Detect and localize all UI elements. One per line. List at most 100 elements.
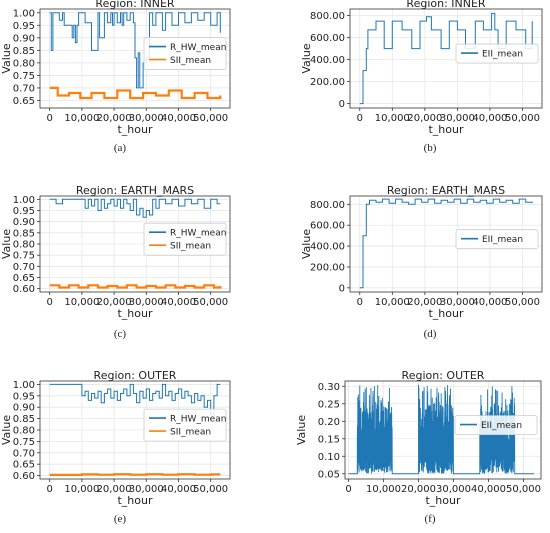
panel-3-series-eii-mean	[359, 198, 533, 289]
panel-0-ytick-label-4: 0.85	[13, 46, 35, 57]
panel-5-ytick-label-0: 0.05	[318, 469, 340, 480]
panel-4-ytick-label-7: 0.95	[13, 391, 35, 402]
panel-0-legend: R_HW_mean SII_mean	[143, 37, 227, 70]
panel-5-ytick-label-2: 0.15	[318, 434, 340, 445]
panel-0-legend-label-sii-mean: SII_mean	[170, 56, 211, 66]
panel-4-ylabel: Value	[0, 415, 13, 445]
panel-2-legend-label-r-hw-mean: R_HW_mean	[170, 229, 226, 239]
panel-3-xlabel: t_hour	[428, 307, 463, 320]
panel-5-ytick-label-3: 0.20	[318, 417, 340, 428]
panel-5-xtick-label-5: 50,000	[506, 484, 541, 495]
panel-0-xtick-label-4: 40,000	[161, 113, 196, 124]
panel-2-series-r-hw-mean	[49, 198, 221, 218]
panel-0-xtick-label-5: 50,000	[193, 113, 228, 124]
panel-1-legend: EII_mean	[455, 43, 539, 64]
panel-4-xtick-label-5: 50,000	[193, 484, 228, 495]
panel-4-ytick-label-8: 1.00	[13, 380, 35, 391]
panel-5-xtick-label-4: 40,000	[471, 484, 506, 495]
panel-2-xtick-label-1: 10,000	[64, 297, 99, 308]
panel-2-xtick-label-5: 50,000	[193, 297, 228, 308]
panel-1-ytick-label-1: 200.00	[310, 77, 345, 88]
panel-3-xtick-label-5: 50,000	[505, 297, 540, 308]
panel-2-ytick-label-1: 0.65	[13, 273, 35, 284]
panel-4-xtick-label-4: 40,000	[161, 484, 196, 495]
caption-a: (a)	[114, 142, 127, 154]
panel-1-xtick-label-3: 30,000	[440, 113, 475, 124]
panel-1-ytick-label-2: 400.00	[310, 55, 345, 66]
panel-0-legend-box	[143, 37, 227, 70]
panel-0-ytick-label-0: 0.65	[13, 96, 35, 107]
panel-4-ytick-label-0: 0.60	[13, 471, 35, 482]
panel-2-ytick-label-7: 0.95	[13, 206, 35, 217]
panel-2-ytick-label-8: 1.00	[13, 195, 35, 206]
panel-0-xtick-label-3: 30,000	[129, 113, 164, 124]
panel-1-xtick-label-4: 40,000	[472, 113, 507, 124]
panel-4-ytick-label-2: 0.70	[13, 448, 35, 459]
panel-4-legend-label-r-hw-mean: R_HW_mean	[170, 415, 226, 425]
panel-0-ytick-label-5: 0.90	[13, 33, 35, 44]
panel-4-ytick-label-3: 0.75	[13, 437, 35, 448]
panel-5-xtick-label-3: 30,000	[436, 484, 471, 495]
panel-3-ytick-label-2: 400.00	[310, 242, 345, 253]
panel-5-xtick-label-1: 10,000	[366, 484, 401, 495]
panel-4-ytick-label-5: 0.85	[13, 414, 35, 425]
panel-3-legend: EII_mean	[455, 229, 539, 250]
panel-1-xtick-label-5: 50,000	[505, 113, 540, 124]
panel-2-title: Region: EARTH_MARS	[76, 184, 194, 197]
panel-2-ytick-label-4: 0.80	[13, 240, 35, 251]
panel-2-xtick-label-0: 0	[46, 297, 52, 308]
panel-5-legend-label-eii-mean: EII_mean	[481, 421, 522, 431]
panel-0-xtick-label-1: 10,000	[64, 113, 99, 124]
panel-2-legend-label-sii-mean: SII_mean	[170, 242, 211, 252]
panel-5-xlabel: t_hour	[425, 494, 460, 507]
panel-0-series-r-hw-mean	[49, 12, 221, 89]
panel-3-xtick-label-2: 20,000	[407, 297, 442, 308]
panel-4-ytick-label-1: 0.65	[13, 460, 35, 471]
panel-3-frame	[349, 195, 543, 293]
panel-1-xtick-label-1: 10,000	[375, 113, 410, 124]
panel-5-ytick-label-1: 0.10	[318, 452, 340, 463]
panel-1-xlabel: t_hour	[428, 123, 463, 136]
panel-2-ytick-label-6: 0.90	[13, 217, 35, 228]
panel-5-xtick-label-2: 20,000	[401, 484, 436, 495]
panel-2-ytick-label-2: 0.70	[13, 262, 35, 273]
panel-1-xtick-label-2: 20,000	[407, 113, 442, 124]
panel-5-title: Region: OUTER	[402, 369, 485, 382]
panel-0-ylabel: Value	[0, 43, 13, 73]
panel-0-frame	[39, 8, 231, 109]
chart-panel-f: 0 10,000 20,000 30,000 40,000 50,000 0.05 0.10 0…	[295, 369, 542, 507]
panel-4-legend-box	[143, 408, 227, 442]
panel-4-xtick-label-1: 10,000	[64, 484, 99, 495]
panel-4-xtick-label-3: 30,000	[129, 484, 164, 495]
panel-5-frame	[344, 380, 542, 480]
panel-0-xlabel: t_hour	[117, 123, 152, 136]
panel-4-title: Region: OUTER	[94, 369, 177, 382]
panel-2-ytick-label-0: 0.60	[13, 284, 35, 295]
panel-2-ytick-label-5: 0.85	[13, 228, 35, 239]
panel-5-ytick-label-4: 0.25	[318, 399, 340, 410]
panel-0-ytick-label-2: 0.75	[13, 71, 35, 82]
panel-4-series-r-hw-mean	[49, 383, 221, 415]
panel-3-xtick-label-4: 40,000	[472, 297, 507, 308]
panel-3-xtick-label-3: 30,000	[440, 297, 475, 308]
panel-2-xtick-label-3: 30,000	[129, 297, 164, 308]
panel-0-ytick-label-3: 0.80	[13, 58, 35, 69]
panel-3-ylabel: Value	[300, 229, 313, 259]
panel-1-legend-label-eii-mean: EII_mean	[482, 50, 523, 60]
panel-3-legend-box	[455, 229, 539, 250]
caption-b: (b)	[424, 142, 437, 154]
panel-0-ytick-label-1: 0.70	[13, 83, 35, 94]
panel-2-xlabel: t_hour	[117, 307, 152, 320]
panel-4-xtick-label-0: 0	[46, 484, 52, 495]
panel-3-ytick-label-4: 800.00	[310, 200, 345, 211]
panel-2-ytick-label-3: 0.75	[13, 251, 35, 262]
panel-3-ytick-label-3: 600.00	[310, 221, 345, 232]
panel-2-ylabel: Value	[0, 229, 13, 259]
panel-1-ytick-label-3: 600.00	[310, 33, 345, 44]
panel-0-title: Region: INNER	[95, 0, 175, 10]
panel-1-legend-box	[455, 43, 539, 64]
panel-4-ytick-label-6: 0.90	[13, 403, 35, 414]
panel-1-xtick-label-0: 0	[357, 113, 363, 124]
